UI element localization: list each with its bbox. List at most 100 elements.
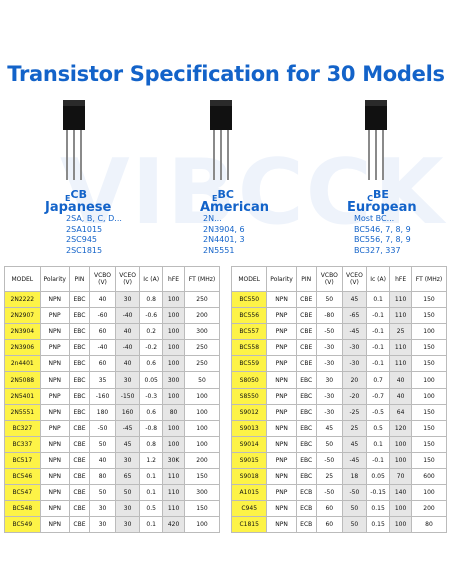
spec-cell: NPN — [39, 516, 70, 534]
spec-cell: PNP — [266, 451, 297, 470]
column-header: hFE — [389, 266, 412, 292]
spec-cell: 25 — [341, 419, 368, 437]
spec-cell: 100 — [411, 484, 447, 502]
spec-cell: -0.1 — [365, 339, 391, 357]
page-title: Transistor Specification for 30 Models — [7, 62, 445, 86]
spec-cell: -0.1 — [365, 307, 391, 325]
spec-cell: 0.1 — [139, 468, 164, 486]
spec-cell: 0.8 — [139, 435, 164, 453]
spec-cell: 0.15 — [365, 516, 391, 534]
spec-cell: 45 — [115, 435, 141, 453]
column-header: FT (MHz) — [411, 266, 447, 292]
spec-cell: 100 — [162, 355, 185, 373]
spec-cell: 0.1 — [139, 484, 164, 502]
spec-cell: EBC — [295, 435, 317, 453]
spec-cell: -40 — [89, 339, 117, 357]
spec-cell: PNP — [266, 307, 297, 325]
spec-cell: 18 — [341, 468, 368, 486]
column-header: Polarity — [266, 266, 297, 292]
spec-cell: EBC — [295, 387, 317, 405]
table-row: 2N2907 PNP EBC -60 -40 -0.6 100 200 — [4, 307, 221, 325]
spec-cell: 160 — [115, 403, 141, 421]
spec-cell: 0.5 — [139, 500, 164, 518]
table-row: S8050 NPN EBC 30 20 0.7 40 100 — [230, 371, 447, 389]
spec-cell: CBE — [68, 419, 91, 437]
spec-cell: 0.15 — [365, 500, 391, 518]
spec-cell: 200 — [183, 307, 221, 325]
spec-cell: 0.2 — [139, 323, 164, 341]
spec-cell: 30 — [115, 500, 141, 518]
spec-cell: 180 — [89, 403, 117, 421]
model-cell: BC546 — [4, 468, 41, 486]
spec-cell: NPN — [266, 419, 297, 437]
model-cell: 2N3904 — [4, 323, 41, 341]
model-cell: 2N5088 — [4, 371, 41, 389]
spec-cell: 0.05 — [139, 371, 164, 389]
spec-cell: 50 — [315, 435, 343, 453]
spec-cell: 100 — [183, 403, 221, 421]
spec-cell: 110 — [162, 500, 185, 518]
spec-cell: PNP — [266, 355, 297, 373]
spec-cell: EBC — [68, 290, 91, 309]
spec-cell: CBE — [68, 516, 91, 534]
spec-cell: PNP — [39, 419, 70, 437]
spec-cell: -0.1 — [365, 451, 391, 470]
spec-cell: 40 — [89, 290, 117, 309]
pinout-european: CBE — [367, 188, 389, 203]
watermark: VIBCCK — [60, 140, 446, 245]
spec-cell: EBC — [295, 451, 317, 470]
spec-cell: 30 — [115, 516, 141, 534]
spec-cell: 60 — [89, 323, 117, 341]
spec-cell: -0.15 — [365, 484, 391, 502]
column-header: hFE — [162, 266, 185, 292]
table-row: C945 NPN ECB 60 50 0.15 100 200 — [230, 500, 447, 518]
column-header: PIN — [295, 266, 317, 292]
model-cell: 2N2222 — [4, 290, 41, 309]
model-list-japanese: 2SA, B, C, D... 2SA1015 2SC945 2SC1815 — [66, 214, 122, 255]
spec-cell: 100 — [389, 435, 412, 453]
spec-cell: 0.7 — [365, 371, 391, 389]
spec-cell: 250 — [183, 355, 221, 373]
transistor-package-european-image — [365, 100, 387, 180]
table-row: BC337 NPN CBE 50 45 0.8 100 100 — [4, 435, 221, 453]
model-cell: BC547 — [4, 484, 41, 502]
spec-cell: 0.6 — [139, 355, 164, 373]
spec-cell: 300 — [162, 371, 185, 389]
spec-cell: 35 — [89, 371, 117, 389]
table-row: BC557 PNP CBE -50 -45 -0.1 25 100 — [230, 323, 447, 341]
model-cell: 2N5551 — [4, 403, 41, 421]
column-header: VCBO (V) — [89, 266, 117, 292]
spec-cell: 45 — [315, 419, 343, 437]
spec-cell: -80 — [315, 307, 343, 325]
spec-cell: NPN — [266, 371, 297, 389]
spec-cell: 0.1 — [365, 290, 391, 309]
table-row: A1015 PNP ECB -50 -50 -0.15 140 100 — [230, 484, 447, 502]
model-cell: S9014 — [230, 435, 268, 453]
spec-cell: 60 — [89, 355, 117, 373]
spec-cell: -30 — [341, 355, 368, 373]
spec-cell: 100 — [389, 500, 412, 518]
table-row: S9018 NPN EBC 25 18 0.05 70 600 — [230, 468, 447, 486]
spec-cell: 40 — [389, 387, 412, 405]
model-cell: S8050 — [230, 371, 268, 389]
spec-cell: 110 — [389, 355, 412, 373]
model-cell: S9013 — [230, 419, 268, 437]
spec-cell: 50 — [183, 371, 221, 389]
table-header-row: MODEL Polarity PIN VCBO (V) VCEO (V) Ic (A) hF… — [4, 266, 221, 292]
spec-cell: 100 — [389, 451, 412, 470]
spec-cell: 150 — [411, 307, 447, 325]
spec-cell: CBE — [68, 468, 91, 486]
table-row: BC559 PNP CBE -30 -30 -0.1 110 150 — [230, 355, 447, 373]
spec-cell: 30 — [89, 516, 117, 534]
model-cell: S9018 — [230, 468, 268, 486]
spec-cell: 30 — [115, 451, 141, 470]
spec-cell: 40 — [115, 323, 141, 341]
spec-cell: 100 — [162, 290, 185, 309]
spec-cell: 250 — [183, 290, 221, 309]
spec-cell: -30 — [315, 355, 343, 373]
spec-cell: 65 — [115, 468, 141, 486]
region-label-japanese: Japanese — [45, 200, 112, 215]
column-header: VCEO (V) — [341, 266, 368, 292]
spec-cell: -30 — [315, 403, 343, 421]
spec-cell: NPN — [39, 371, 70, 389]
